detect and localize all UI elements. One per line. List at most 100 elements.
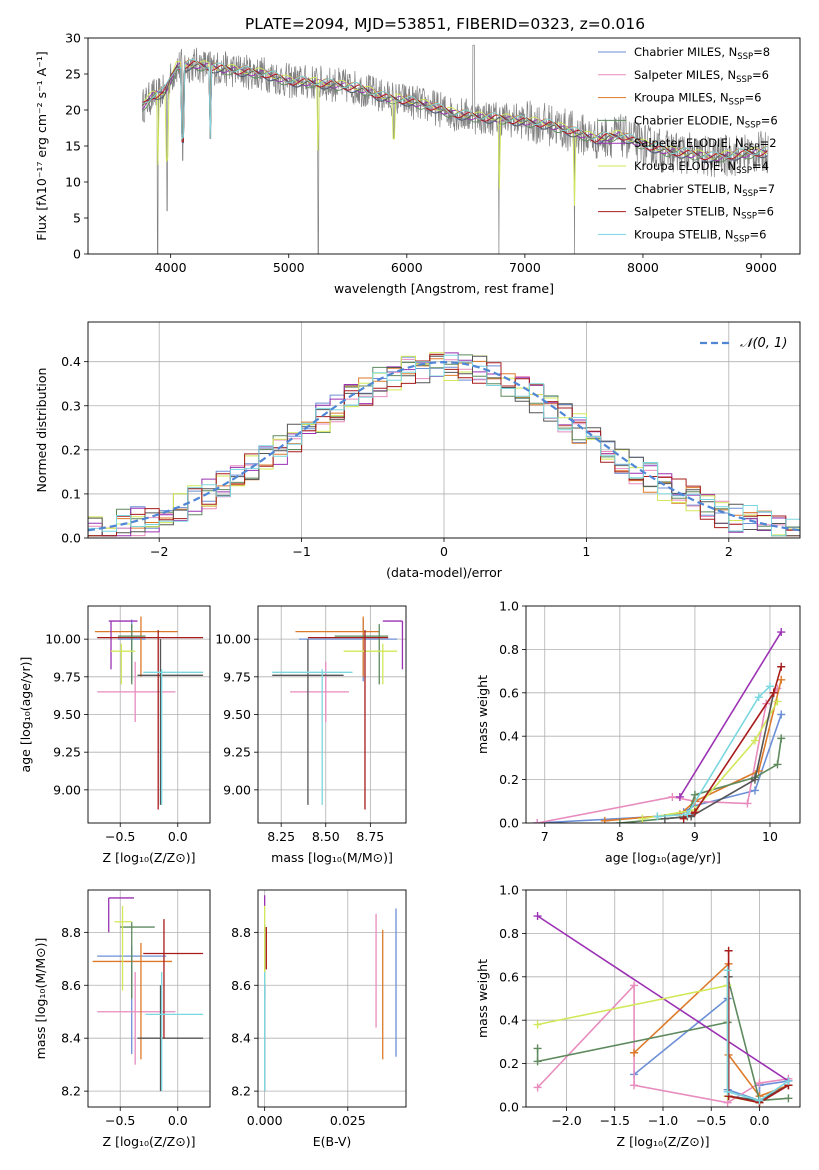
plus-marker bbox=[724, 1092, 733, 1101]
x-tick-label: 1 bbox=[582, 544, 590, 559]
x-axis-label: E(B-V) bbox=[313, 1134, 352, 1149]
x-tick-label: 0 bbox=[440, 544, 448, 559]
y-tick-label: 8.6 bbox=[61, 978, 81, 993]
x-tick-label: 8.25 bbox=[267, 829, 295, 844]
y-tick-label: 0.3 bbox=[61, 398, 81, 413]
plus-marker bbox=[600, 816, 609, 823]
axes-weight-vs-Z: −2.0 −1.5 −1.0 −0.5 0.0 0.0 0.2 0.4 0.6 0.8 1.0 Z [… bbox=[475, 883, 801, 1149]
weight-line bbox=[642, 701, 779, 820]
histogram-step bbox=[88, 354, 800, 537]
y-tick-label: 9.25 bbox=[223, 745, 251, 760]
y-tick-label: 0.8 bbox=[499, 642, 519, 657]
axes-frame bbox=[257, 889, 407, 1108]
x-tick-label: −0.5 bbox=[105, 1113, 135, 1128]
y-tick-label: 0.8 bbox=[499, 926, 519, 941]
axes-frame bbox=[525, 605, 801, 824]
legend-label: Chabrier STELIB, NSSP=7 bbox=[634, 182, 775, 199]
plus-marker bbox=[630, 1048, 639, 1057]
x-tick-label: 4000 bbox=[155, 260, 187, 275]
axes-age-vs-Z: −0.5 0.0 9.00 9.25 9.50 9.75 10.00 Z [log₁₀(Z/Z… bbox=[18, 605, 211, 865]
y-tick-label: 10 bbox=[65, 175, 81, 190]
plus-marker bbox=[777, 662, 786, 671]
plus-marker bbox=[750, 736, 759, 745]
weight-line bbox=[726, 970, 789, 1102]
axes-frame bbox=[87, 37, 801, 255]
x-tick-label: 5000 bbox=[273, 260, 305, 275]
x-tick-label: −1.5 bbox=[600, 1113, 630, 1128]
plot-area bbox=[141, 44, 769, 254]
y-tick-label: 0.2 bbox=[61, 442, 81, 457]
y-tick-label: 25 bbox=[65, 67, 81, 82]
x-axis-label: Z [log₁₀(Z/Z⊙)] bbox=[103, 850, 196, 865]
axes-frame bbox=[87, 321, 801, 539]
plus-marker bbox=[533, 1044, 542, 1053]
y-tick-label: 0.0 bbox=[499, 816, 519, 831]
plus-marker bbox=[690, 790, 699, 799]
plot-area bbox=[526, 890, 800, 1107]
y-axis-label: age [log₁₀(age/yr)] bbox=[18, 657, 33, 773]
y-tick-label: 9.50 bbox=[223, 707, 251, 722]
y-tick-label: 1.0 bbox=[499, 599, 519, 614]
x-tick-label: −2 bbox=[150, 544, 168, 559]
y-tick-label: 8.8 bbox=[61, 925, 81, 940]
y-axis-label: mass [log₁₀(M/M⊙)] bbox=[33, 938, 48, 1060]
y-tick-label: 0.0 bbox=[61, 531, 81, 546]
y-tick-label: 8.2 bbox=[231, 1084, 251, 1099]
legend-label: Kroupa STELIB, NSSP=6 bbox=[634, 227, 766, 244]
plus-marker bbox=[630, 1081, 639, 1090]
plus-marker bbox=[653, 812, 662, 821]
y-tick-label: 9.25 bbox=[53, 745, 81, 760]
x-tick-label: 8000 bbox=[627, 260, 659, 275]
y-axis-label: Normed distribution bbox=[34, 368, 49, 493]
x-tick-label: 10 bbox=[762, 829, 778, 844]
y-tick-label: 15 bbox=[65, 139, 81, 154]
y-tick-label: 9.75 bbox=[53, 669, 81, 684]
legend-label: Kroupa MILES, NSSP=6 bbox=[634, 91, 761, 108]
x-tick-label: 8.50 bbox=[312, 829, 340, 844]
plus-marker bbox=[533, 1020, 542, 1029]
plus-marker bbox=[533, 1057, 542, 1066]
y-tick-label: 8.4 bbox=[231, 1031, 251, 1046]
plus-marker bbox=[630, 981, 639, 990]
plus-marker bbox=[755, 1096, 764, 1105]
x-tick-label: 0.000 bbox=[247, 1113, 283, 1128]
x-axis-label: age [log₁₀(age/yr)] bbox=[605, 850, 721, 865]
plus-marker bbox=[750, 786, 759, 795]
plus-marker bbox=[724, 946, 733, 955]
y-tick-label: 9.00 bbox=[53, 782, 81, 797]
y-tick-label: 0.1 bbox=[61, 486, 81, 501]
y-tick-label: 8.8 bbox=[231, 925, 251, 940]
axes-frame bbox=[525, 889, 801, 1108]
plus-marker bbox=[755, 1079, 764, 1088]
plus-marker bbox=[765, 682, 774, 691]
y-tick-label: 9.50 bbox=[53, 707, 81, 722]
x-axis-label: (data-model)/error bbox=[386, 565, 503, 580]
y-tick-label: 8.4 bbox=[61, 1031, 81, 1046]
plus-marker bbox=[784, 1094, 793, 1103]
x-tick-label: 0.0 bbox=[168, 829, 188, 844]
x-axis-label: wavelength [Angstrom, rest frame] bbox=[334, 281, 554, 296]
axes-frame bbox=[257, 605, 407, 824]
plus-marker bbox=[638, 814, 647, 823]
y-tick-label: 9.75 bbox=[223, 669, 251, 684]
figure-title: PLATE=2094, MJD=53851, FIBERID=0323, z=0… bbox=[245, 15, 645, 33]
normal-curve bbox=[88, 360, 800, 532]
plus-marker bbox=[675, 792, 684, 801]
plus-marker bbox=[679, 814, 688, 823]
plus-marker bbox=[690, 808, 699, 817]
x-tick-label: −0.5 bbox=[696, 1113, 726, 1128]
spectrum-legend: Chabrier MILES, NSSP=8 Salpeter MILES, NS… bbox=[598, 45, 778, 244]
legend-label: Salpeter MILES, NSSP=6 bbox=[634, 68, 769, 85]
y-tick-label: 10.00 bbox=[45, 632, 81, 647]
axes-frame bbox=[87, 889, 211, 1108]
x-tick-label: 0.0 bbox=[750, 1113, 770, 1128]
y-tick-label: 0 bbox=[73, 247, 81, 262]
spectrum-model-line bbox=[142, 59, 768, 159]
plus-marker bbox=[533, 912, 542, 921]
plus-marker bbox=[723, 966, 732, 975]
plus-marker bbox=[754, 693, 763, 702]
axes-frame bbox=[87, 605, 211, 824]
weight-line bbox=[727, 950, 789, 1104]
x-tick-label: −0.5 bbox=[105, 829, 135, 844]
